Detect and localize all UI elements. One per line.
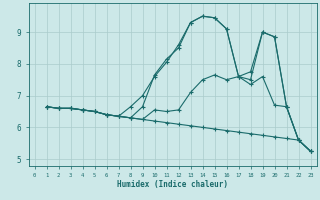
X-axis label: Humidex (Indice chaleur): Humidex (Indice chaleur) (117, 180, 228, 189)
